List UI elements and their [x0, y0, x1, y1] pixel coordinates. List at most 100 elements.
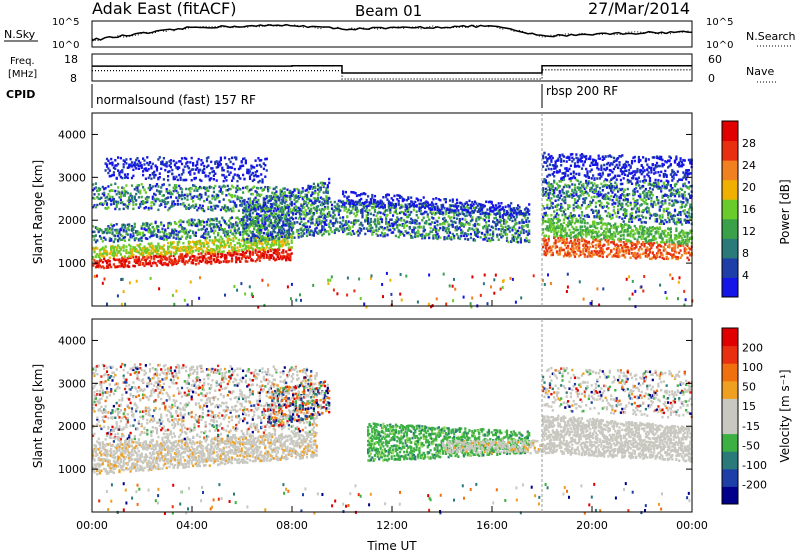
echo-cell: [189, 235, 191, 238]
freq-tick-bottom: 8: [70, 72, 77, 85]
echo-cell: [453, 217, 455, 220]
echo-cell: [342, 190, 344, 193]
echo-cell: [195, 263, 197, 266]
echo-cell: [107, 225, 109, 228]
echo-cell: [410, 196, 412, 199]
echo-cell: [306, 205, 308, 208]
echo-cell: [314, 187, 316, 190]
echo-cell: [157, 250, 159, 253]
echo-cell: [578, 240, 580, 243]
echo-cell: [180, 224, 182, 227]
echo-cell: [188, 204, 190, 207]
echo-cell: [435, 197, 437, 200]
echo-cell: [170, 222, 172, 225]
echo-cell: [99, 189, 101, 192]
echo-cell: [480, 217, 482, 220]
echo-cell: [182, 169, 184, 172]
echo-cell: [191, 157, 193, 160]
echo-cell: [480, 236, 482, 239]
echo-cell: [453, 214, 455, 217]
echo-cell: [406, 225, 408, 228]
echo-cell: [442, 212, 444, 215]
echo-cell: [141, 196, 143, 199]
echo-cell: [246, 260, 248, 263]
echo-cell: [249, 202, 251, 205]
echo-cell: [123, 163, 125, 166]
echo-cell: [317, 205, 319, 208]
echo-cell: [103, 202, 105, 205]
echo-cell: [200, 159, 202, 162]
echo-cell: [213, 191, 215, 194]
echo-cell: [248, 209, 250, 212]
echo-cell: [271, 254, 273, 256]
echo-cell: [163, 157, 165, 160]
echo-cell: [518, 222, 520, 225]
echo-cell: [114, 208, 116, 211]
echo-cell: [139, 233, 141, 236]
echo-cell: [241, 160, 243, 163]
echo-cell: [203, 168, 205, 171]
echo-cell: [157, 225, 159, 228]
echo-cell: [232, 240, 234, 243]
echo-cell: [128, 196, 130, 199]
echo-cell: [473, 203, 475, 206]
echo-cell: [443, 238, 445, 241]
echo-cell: [210, 227, 212, 230]
echo-cell: [225, 254, 227, 257]
echo-cell: [357, 219, 359, 222]
echo-cell: [134, 223, 136, 226]
echo-cell: [274, 221, 276, 224]
echo-cell: [193, 189, 195, 192]
echo-cell: [592, 245, 594, 248]
echo-cell: [267, 235, 269, 238]
echo-cell: [528, 230, 530, 233]
echo-cell: [452, 198, 454, 201]
echo-cell: [567, 247, 569, 250]
echo-cell: [192, 262, 194, 265]
echo-cell: [181, 198, 183, 201]
echo-cell: [132, 256, 134, 259]
echo-cell: [143, 163, 145, 166]
echo-cell: [570, 240, 572, 243]
echo-cell: [470, 207, 472, 210]
echo-cell: [217, 194, 219, 197]
echo-cell: [345, 202, 347, 205]
echo-cell: [257, 199, 259, 202]
echo-cell: [474, 223, 476, 226]
echo-cell: [392, 231, 394, 234]
echo-cell: [121, 171, 123, 174]
echo-cell: [109, 260, 111, 263]
echo-cell: [461, 232, 463, 235]
echo-cell: [135, 256, 137, 259]
echo-cell: [270, 257, 272, 260]
echo-cell: [209, 239, 211, 242]
echo-cell: [298, 192, 300, 195]
echo-cell: [546, 252, 548, 255]
echo-cell: [460, 235, 462, 238]
echo-cell: [157, 209, 159, 212]
echo-cell: [436, 224, 438, 227]
echo-cell: [114, 190, 116, 193]
echo-cell: [130, 233, 132, 236]
echo-cell: [148, 256, 150, 259]
echo-cell: [523, 225, 525, 228]
echo-cell: [467, 233, 469, 236]
echo-cell: [450, 209, 452, 212]
echo-cell: [368, 209, 370, 212]
echo-cell: [205, 175, 207, 178]
echo-cell: [443, 223, 445, 226]
echo-cell: [225, 244, 227, 247]
echo-cell: [155, 194, 157, 197]
echo-cell: [117, 201, 119, 204]
echo-cell: [384, 205, 386, 208]
echo-cell: [328, 197, 330, 200]
echo-cell: [323, 233, 325, 236]
echo-cell: [236, 222, 238, 225]
echo-cell: [357, 230, 359, 233]
echo-cell: [464, 209, 466, 212]
echo-cell: [160, 168, 162, 171]
echo-cell: [203, 165, 205, 168]
echo-cell: [284, 187, 286, 190]
echo-cell: [113, 249, 115, 252]
